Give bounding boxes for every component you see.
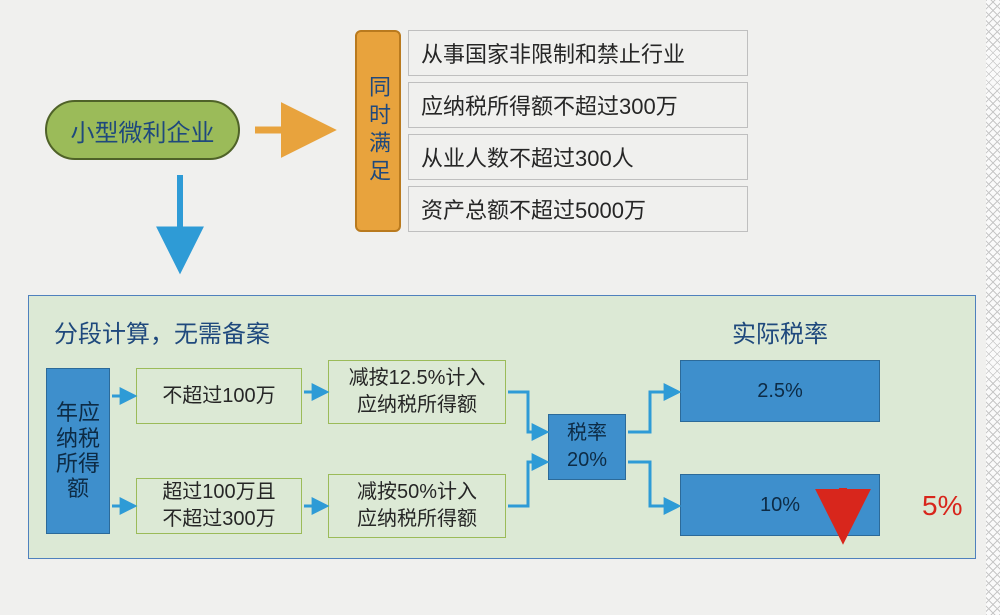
row2-range-box: 超过100万且 不超过300万 <box>136 478 302 534</box>
row1-result-box: 2.5% <box>680 360 880 422</box>
income-column-char: 所得 <box>56 451 100 476</box>
entity-pill-label: 小型微利企业 <box>71 113 215 148</box>
row2-rule-text-l2: 应纳税所得额 <box>357 506 477 533</box>
panel-heading-left: 分段计算，无需备案 <box>54 314 270 349</box>
row1-range-text: 不超过100万 <box>162 383 275 410</box>
reduced-rate-value: 5% <box>922 490 962 522</box>
slide-edge-hatch <box>986 0 1000 615</box>
row2-result-text: 10% <box>760 492 800 519</box>
condition-text: 应纳税所得额不超过300万 <box>421 89 678 121</box>
income-column-char: 年应 <box>56 400 100 425</box>
row1-range-box: 不超过100万 <box>136 368 302 424</box>
row1-rule-text-l1: 减按12.5%计入 <box>349 365 486 392</box>
income-column-char: 额 <box>67 476 89 501</box>
condition-item: 从业人数不超过300人 <box>408 134 748 180</box>
row2-range-text-l1: 超过100万且 <box>162 479 275 506</box>
condition-item: 从事国家非限制和禁止行业 <box>408 30 748 76</box>
conditions-vertical-label-text: 同时满足 <box>362 75 394 187</box>
arrow-right-icon <box>255 120 335 150</box>
row2-rule-text-l1: 减按50%计入 <box>357 479 477 506</box>
condition-text: 从业人数不超过300人 <box>421 141 634 173</box>
row1-rule-text-l2: 应纳税所得额 <box>357 392 477 419</box>
income-column-label: 年应纳税所得额 <box>46 368 110 534</box>
condition-text: 从事国家非限制和禁止行业 <box>421 37 685 69</box>
row2-result-box: 10% <box>680 474 880 536</box>
income-column-char: 纳税 <box>56 426 100 451</box>
arrow-down-icon <box>170 175 200 275</box>
condition-item: 资产总额不超过5000万 <box>408 186 748 232</box>
condition-text: 资产总额不超过5000万 <box>421 193 646 225</box>
tax-rate-box: 税率 20% <box>548 414 626 480</box>
reduced-rate-text: 5% <box>922 490 962 521</box>
panel-heading-right: 实际税率 <box>732 314 828 349</box>
panel-heading-left-text: 分段计算，无需备案 <box>54 321 270 348</box>
panel-heading-right-text: 实际税率 <box>732 321 828 348</box>
entity-pill: 小型微利企业 <box>45 100 240 160</box>
tax-rate-text-l1: 税率 <box>567 420 607 447</box>
conditions-vertical-label: 同时满足 <box>355 30 401 232</box>
row1-result-text: 2.5% <box>757 378 803 405</box>
row2-range-text-l2: 不超过300万 <box>162 506 275 533</box>
row1-rule-box: 减按12.5%计入 应纳税所得额 <box>328 360 506 424</box>
tax-rate-text-l2: 20% <box>567 447 607 474</box>
condition-item: 应纳税所得额不超过300万 <box>408 82 748 128</box>
row2-rule-box: 减按50%计入 应纳税所得额 <box>328 474 506 538</box>
